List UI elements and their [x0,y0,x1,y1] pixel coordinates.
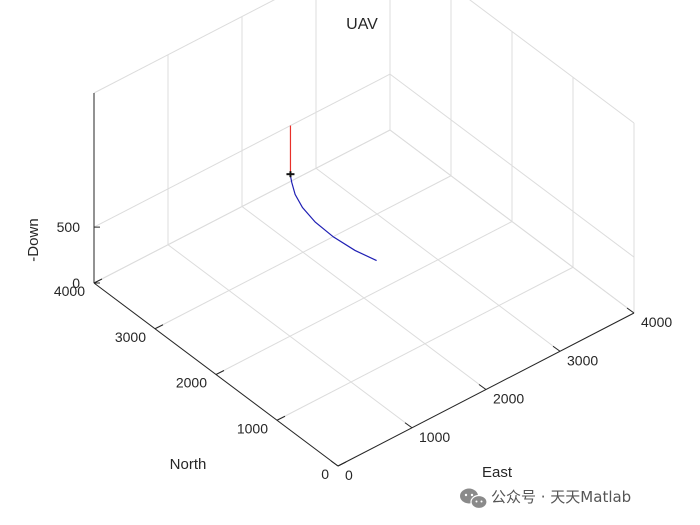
wall-grid-line [469,0,635,124]
y-axis-label: North [170,456,207,473]
trajectory-lines [286,125,377,262]
floor-grid-line [276,266,574,421]
wall-grid-line [93,73,391,228]
wall-grid-line [389,73,635,258]
x-tick [478,384,487,390]
y-tick [215,370,225,375]
wall-grid-line [389,129,635,314]
wall-grid-line [93,129,391,284]
x-axis-label: East [482,464,513,481]
axes [93,93,635,467]
y-tick-label: 4000 [54,283,85,299]
x-tick [330,460,339,467]
chart-title: UAV [346,16,378,33]
uav-marker [286,171,295,178]
x-tick-label: 2000 [493,391,524,407]
y-tick-label: 3000 [115,329,146,345]
watermark-text: 公众号 · 天天Matlab [491,488,631,506]
y-tick [93,278,103,284]
floor-grid-line [154,175,452,330]
z-tick-label: 500 [57,219,81,235]
y-tick [276,415,286,421]
floor-grid-line [215,221,513,375]
wall-grid-line [93,0,276,94]
y-tick [154,324,164,330]
y-tick-label: 1000 [237,420,268,436]
trajectory-series-1 [289,175,377,262]
x-tick-label: 1000 [419,429,450,445]
x-tick-label: 4000 [641,314,672,330]
y-tick-label: 2000 [176,375,207,391]
y-tick-label: 0 [321,466,329,482]
z-tick-label: 0 [72,275,80,291]
x-tick [626,307,635,314]
watermark: 公众号 · 天天Matlab [460,488,631,510]
x-tick [552,345,561,352]
x-tick-label: 0 [345,467,353,483]
y-tick [337,461,347,467]
z-axis-label: -Down [25,218,42,261]
wechat-icon [460,488,488,510]
x-tick-label: 3000 [567,352,598,368]
x-tick [404,422,413,429]
